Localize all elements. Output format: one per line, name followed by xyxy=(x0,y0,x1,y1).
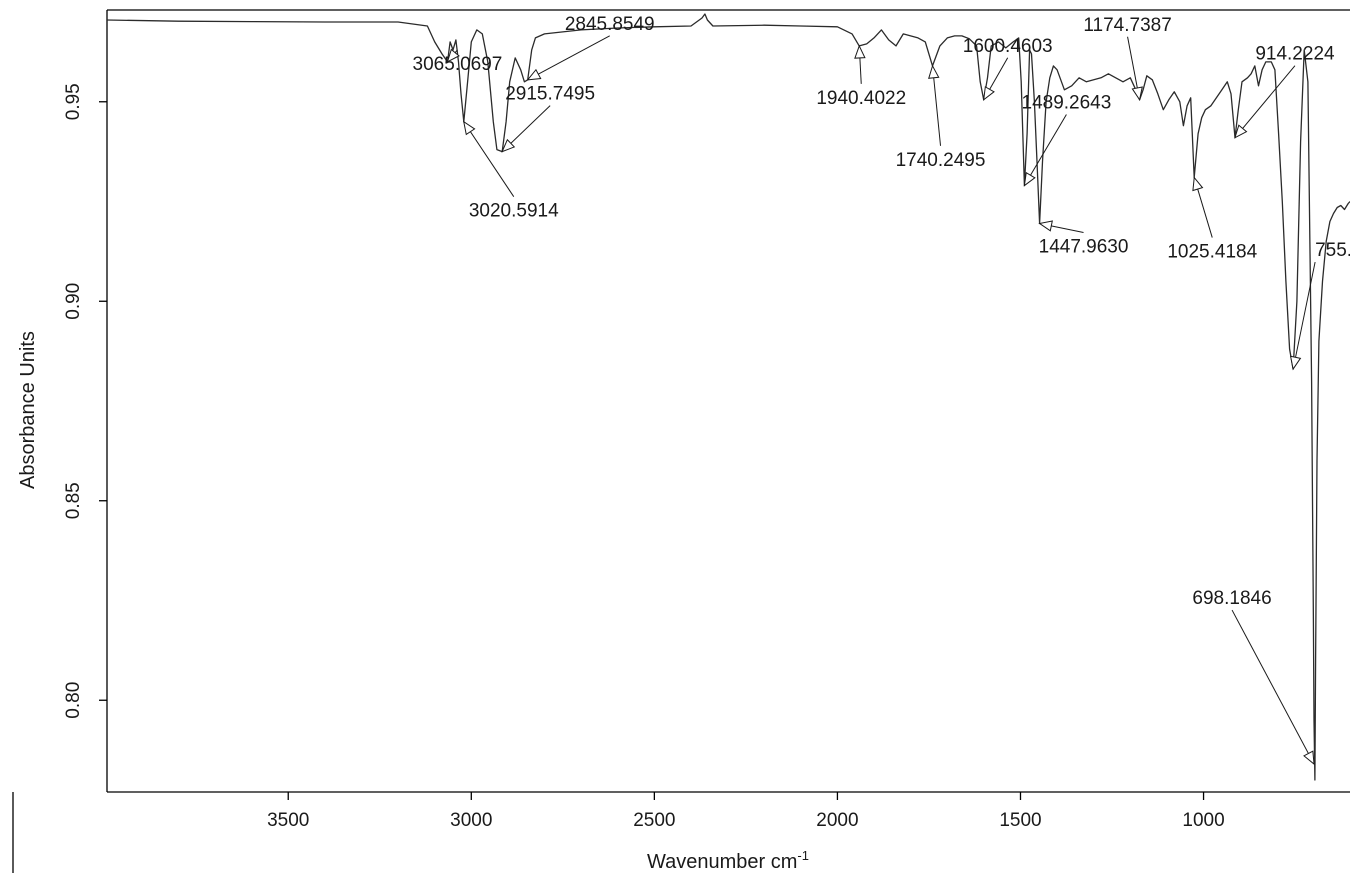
peak-arrowhead xyxy=(501,138,516,153)
y-tick-label: 0.80 xyxy=(63,682,84,719)
peak-arrowhead xyxy=(928,64,940,79)
peak-label: 2915.7495 xyxy=(505,84,595,105)
x-tick-label: 3500 xyxy=(267,810,309,831)
peak-label: 2845.8549 xyxy=(565,14,655,35)
spectrum-series-line xyxy=(106,13,1350,781)
x-tick-label: 3000 xyxy=(450,810,492,831)
peak-arrowhead xyxy=(1192,176,1204,192)
y-tick-label: 0.85 xyxy=(63,482,84,519)
peak-label: 1174.7387 xyxy=(1083,15,1171,36)
peak-leader-line xyxy=(1292,261,1316,370)
peak-label: 3020.5914 xyxy=(469,201,559,222)
peak-label: 1489.2643 xyxy=(1022,93,1112,114)
peak-label: 3065.0697 xyxy=(413,54,503,75)
peak-arrowhead xyxy=(1023,171,1036,187)
peak-annotations: 3065.0697 3020.5914 2915.7495 2845.8549 1940… xyxy=(413,14,1350,766)
y-tick-label: 0.90 xyxy=(63,283,84,320)
peak-label: 1940.4022 xyxy=(816,88,906,109)
peak-arrowhead xyxy=(1038,220,1053,232)
x-tick-label: 1000 xyxy=(1182,810,1224,831)
peak-arrowhead xyxy=(463,120,476,136)
x-axis-title: Wavenumber cm-1 xyxy=(647,848,809,873)
peak-arrowhead xyxy=(854,44,866,59)
peak-label: 1025.4184 xyxy=(1167,242,1257,263)
peak-arrowhead xyxy=(1234,124,1248,139)
y-tick-label: 0.95 xyxy=(63,83,84,120)
peak-arrowhead xyxy=(446,48,460,63)
peak-label: 1740.2495 xyxy=(896,150,986,171)
x-tick-label: 2500 xyxy=(633,810,675,831)
peak-arrowhead xyxy=(526,68,542,81)
x-tick-label: 2000 xyxy=(816,810,858,831)
peak-label: 755.371 xyxy=(1315,240,1350,261)
y-axis-ticks: 0.95 0.90 0.85 0.80 xyxy=(63,83,107,719)
peak-leader-line xyxy=(932,65,942,146)
peak-leader-line xyxy=(527,35,610,81)
peak-leader-line xyxy=(463,121,515,197)
peak-arrowhead xyxy=(1131,86,1143,102)
peak-leader-line xyxy=(1234,65,1296,138)
peak-leader-line xyxy=(1231,609,1315,765)
peak-label: 914.2224 xyxy=(1255,44,1335,65)
peak-arrowhead xyxy=(1290,355,1302,371)
x-tick-label: 1500 xyxy=(999,810,1041,831)
peak-label: 1600.4603 xyxy=(963,36,1053,57)
peak-arrowhead xyxy=(983,86,995,101)
y-axis-title: Absorbance Units xyxy=(17,331,39,489)
peak-arrowhead xyxy=(1303,750,1315,766)
x-axis-ticks: 3500 3000 2500 2000 1500 1000 xyxy=(267,792,1225,831)
peak-leader-line xyxy=(1023,114,1067,186)
peak-label: 1447.9630 xyxy=(1039,236,1129,257)
peak-label: 698.1846 xyxy=(1192,588,1271,609)
